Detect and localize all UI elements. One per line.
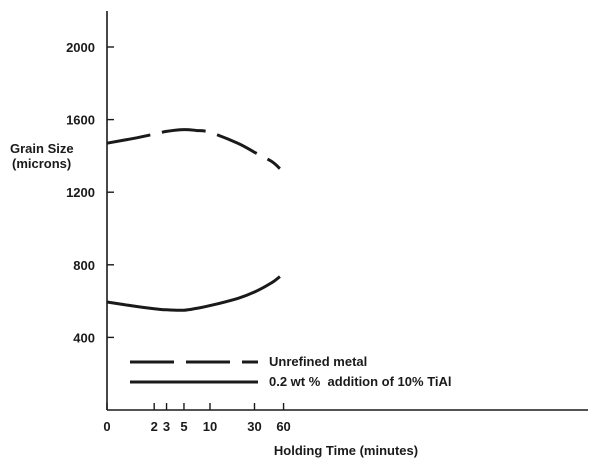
y-axis-label-line1: Grain Size bbox=[10, 141, 74, 156]
x-tick-label-10: 10 bbox=[203, 419, 217, 434]
x-tick-label-5: 5 bbox=[180, 419, 187, 434]
x-tick-label-3: 3 bbox=[163, 419, 170, 434]
x-tick-label-30: 30 bbox=[247, 419, 261, 434]
y-tick-label-1200: 1200 bbox=[66, 185, 95, 200]
legend-label-unrefined: Unrefined metal bbox=[269, 354, 367, 369]
y-tick-label-1600: 1600 bbox=[66, 113, 95, 128]
series-layer bbox=[106, 128, 281, 312]
series-line-unrefined-metal bbox=[106, 128, 281, 170]
legend: Unrefined metal 0.2 wt % addition of 10%… bbox=[130, 354, 452, 389]
legend-label-tial: 0.2 wt % addition of 10% TiAl bbox=[269, 374, 452, 389]
x-tick-label-0: 0 bbox=[103, 419, 110, 434]
y-ticks: 400 800 1200 1600 2000 bbox=[66, 40, 114, 345]
series-line-tial-addition bbox=[106, 275, 281, 312]
y-tick-label-400: 400 bbox=[73, 330, 95, 345]
y-tick-label-800: 800 bbox=[73, 258, 95, 273]
x-tick-label-2: 2 bbox=[151, 419, 158, 434]
x-tick-label-60: 60 bbox=[276, 419, 290, 434]
axes bbox=[106, 11, 588, 411]
x-axis-label: Holding Time (minutes) bbox=[274, 443, 418, 458]
y-tick-label-2000: 2000 bbox=[66, 40, 95, 55]
x-ticks: 0 2 3 5 10 30 60 bbox=[103, 403, 291, 434]
y-axis-label-line2: (microns) bbox=[12, 156, 71, 171]
